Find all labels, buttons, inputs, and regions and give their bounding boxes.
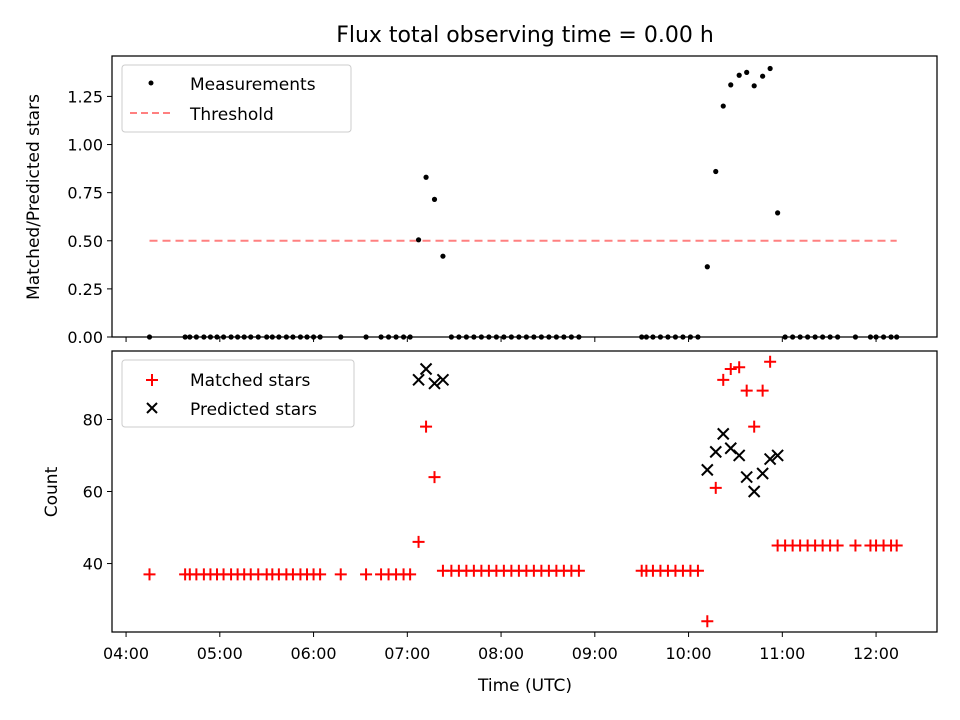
y-tick-label: 1.25 [67,87,103,106]
measurement-point [440,253,446,259]
measurement-point [760,73,766,79]
measurement-point [728,82,734,88]
predicted-star-point [747,485,761,498]
measurement-point [704,264,710,270]
measurement-point [775,210,781,216]
predicted-legend-marker [146,402,158,414]
matched-star-point [733,361,746,374]
predicted-star-point [709,445,722,459]
measurement-point [431,196,438,202]
bottom-legend: Matched stars Predicted stars [121,359,355,428]
predicted-star-point [771,449,784,462]
predicted-star-points [412,362,784,498]
matched-star-point [849,539,862,552]
predicted-star-point [412,373,425,387]
predicted-star-point [428,377,441,390]
top-y-ticks: 0.00 0.25 0.50 0.75 1.00 1.25 [67,87,112,347]
measurement-point [720,103,726,109]
predicted-star-point [756,467,769,480]
top-panel: Flux total observing time = 0.00 h 0.000… [24,23,938,347]
matched-star-point [420,420,433,433]
y-tick-label: 80 [83,410,103,429]
matched-star-point [412,535,425,548]
threshold-legend-label: Threshold [189,105,274,125]
x-tick-label: 10:00 [666,644,712,663]
predicted-star-point [419,362,433,376]
matched-star-point [748,420,761,433]
matched-star-points [143,355,903,628]
top-legend: Measurements Threshold [121,64,352,133]
matched-star-point [724,363,737,376]
measurement-point [415,237,422,243]
matched-legend-label: Matched stars [190,371,310,391]
matched-star-point [691,564,704,577]
matched-star-point [740,384,753,397]
x-tick-label: 05:00 [197,644,243,663]
bottom-plot-frame [111,350,938,633]
matched-star-point [890,539,903,552]
predicted-star-point [740,470,753,484]
top-chart-title: Flux total observing time = 0.00 h [336,23,714,48]
predicted-star-point [701,463,714,477]
bottom-y-ticks: 40 60 80 [83,410,112,574]
measurement-point [713,168,719,175]
matched-star-point [572,564,585,577]
matched-star-point [764,355,777,368]
matched-star-point [709,481,722,494]
measurement-point [767,65,773,72]
matched-star-point [428,471,441,484]
y-tick-label: 40 [83,555,103,574]
top-legend-box [121,64,352,133]
y-tick-label: 0.50 [67,232,103,251]
predicted-legend-label: Predicted stars [190,400,317,420]
top-y-axis-label: Matched/Predicted stars [24,94,44,300]
predicted-star-point [763,452,777,466]
y-tick-label: 0.75 [67,184,103,203]
matched-star-point [143,568,156,581]
predicted-star-point [717,427,730,441]
y-tick-label: 1.00 [67,136,103,155]
x-tick-label: 11:00 [759,644,805,663]
measurement-point [423,174,429,180]
y-tick-label: 0.25 [67,280,103,299]
bottom-x-ticks: 04:00 05:00 06:00 07:00 08:00 09:00 10:00 11:00… [103,632,899,663]
matched-star-point [314,568,327,581]
measurement-point [744,69,750,75]
matched-star-point [831,539,844,552]
top-plot-frame [111,55,938,338]
x-tick-label: 12:00 [853,644,899,663]
x-tick-label: 04:00 [103,644,149,663]
matched-star-point [756,384,769,397]
measurement-point [736,72,742,78]
measurement-point [751,83,757,89]
y-tick-label: 0.00 [67,328,103,347]
measurements-legend-marker [148,80,154,86]
matched-legend-marker [146,374,158,386]
predicted-star-point [436,373,450,387]
predicted-star-point [732,449,746,462]
bottom-x-axis-label: Time (UTC) [477,676,572,696]
x-tick-label: 09:00 [572,644,618,663]
bottom-y-axis-label: Count [42,466,62,517]
matched-star-point [360,568,373,581]
matched-star-point [334,568,347,581]
y-tick-label: 60 [83,483,103,502]
matched-star-point [717,373,730,386]
matched-star-point [404,568,417,581]
bottom-legend-box [121,359,355,428]
x-tick-label: 07:00 [384,644,430,663]
matched-star-point [701,615,714,628]
x-tick-label: 06:00 [291,644,337,663]
measurements-legend-label: Measurements [190,75,316,95]
x-tick-label: 08:00 [478,644,524,663]
bottom-panel: 40 60 80 04:00 05:00 06:00 07:00 08:00 09:00 10:… [42,350,938,696]
